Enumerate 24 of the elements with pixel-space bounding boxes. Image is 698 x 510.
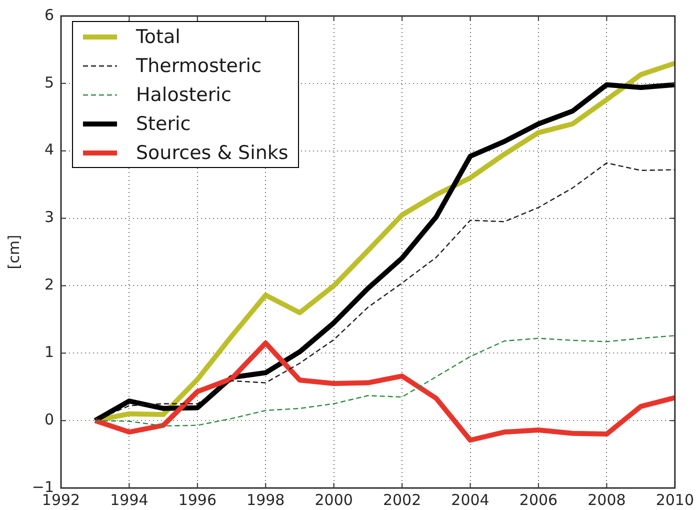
x-tick-label: 1992: [42, 490, 80, 509]
legend-label: Thermosteric: [136, 54, 262, 76]
x-tick-label: 1996: [178, 490, 217, 509]
x-tick-label: 1994: [110, 490, 148, 509]
legend-label: Halosteric: [136, 84, 232, 106]
x-tick-label: 2008: [588, 490, 626, 509]
legend-label: Steric: [136, 112, 191, 134]
x-tick-label: 1998: [246, 490, 285, 509]
y-tick-label: 1: [44, 343, 54, 362]
y-tick-label: 0: [44, 410, 54, 428]
x-tick-label: 2000: [314, 490, 353, 509]
x-tick-label: 2006: [519, 490, 558, 509]
y-tick-label: 2: [44, 276, 54, 294]
x-tick-label: 2010: [656, 490, 694, 509]
y-tick-label: 5: [44, 73, 54, 92]
y-tick-label: 3: [44, 208, 54, 226]
y-tick-label: 4: [44, 140, 54, 159]
line-series: [94, 335, 675, 427]
x-tick-label: 2004: [451, 490, 490, 509]
y-tick-label: 6: [44, 6, 54, 24]
legend-label: Sources & Sinks: [136, 142, 288, 164]
x-tick-label: 2002: [382, 490, 422, 509]
legend-label: Total: [136, 26, 180, 48]
y-axis-title: [cm]: [4, 234, 23, 270]
